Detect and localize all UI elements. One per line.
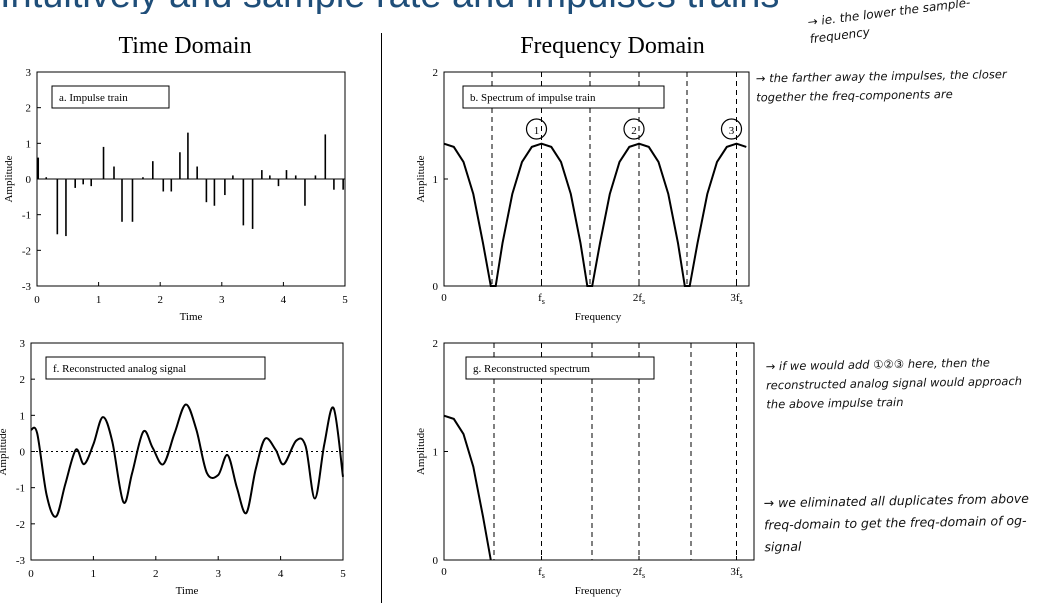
peak-marker-1: 1 [534,125,540,137]
y-tick-label-g-1: 1 [433,447,439,459]
x-tick-label-a-5: 5 [342,294,348,306]
x-tick-label-a-3: 3 [219,294,225,306]
y-tick-label-a-6: 3 [26,67,32,79]
peak-marker-2: 2 [631,125,637,137]
panel-label-a: a. Impulse train [59,92,128,104]
x-tick-label-f-1: 1 [91,568,97,580]
note-farther-impulses: → the farther away the impulses, the clo… [755,67,1007,105]
y-tick-label-f-0: -3 [16,555,26,567]
x-tick-label-b-0: 0 [441,292,447,304]
x-tick-label-a-4: 4 [281,294,287,306]
x-tick-label-g-2: 2fs [633,566,645,580]
peak-marker-circle-2 [623,118,645,140]
y-tick-label-f-3: 0 [20,447,26,459]
x-tick-label-a-0: 0 [34,294,40,306]
panel-label-box-f [45,356,266,380]
frequency-domain-header: Frequency Domain [520,33,705,59]
y-tick-label-f-2: -1 [16,483,25,495]
x-tick-label-b-3: 3fs [730,292,742,306]
y-tick-label-a-5: 2 [26,103,32,115]
x-tick-label-f-0: 0 [28,568,34,580]
y-tick-label-a-1: -2 [22,245,31,257]
y-axis-title-g: Amplitude [415,428,427,475]
time-domain-header: Time Domain [118,33,252,59]
panel-label-f: f. Reconstructed analog signal [53,363,186,375]
y-tick-label-a-3: 0 [26,174,32,186]
spectrum-curve-g [443,414,492,561]
y-tick-label-f-1: -2 [16,519,25,531]
y-tick-label-f-6: 3 [20,338,26,350]
y-axis-title-a: Amplitude [3,155,15,202]
panel-label-g: g. Reconstructed spectrum [473,363,590,375]
x-tick-label-f-2: 2 [153,568,159,580]
y-axis-title-f: Amplitude [0,428,9,475]
x-tick-label-g-0: 0 [441,566,447,578]
y-tick-label-a-0: -3 [22,281,32,293]
panel-label-box-b [462,85,665,109]
y-axis-title-b: Amplitude [415,155,427,202]
y-tick-label-b-2: 2 [433,67,439,79]
x-tick-label-b-1: fs [538,292,545,306]
x-axis-title-g: Frequency [575,585,622,597]
x-tick-label-f-4: 4 [278,568,284,580]
y-tick-label-g-2: 2 [433,338,439,350]
note-if-we-add: → if we would add ①②③ here, then the rec… [765,355,1023,412]
x-tick-label-a-1: 1 [96,294,102,306]
x-tick-label-b-2: 2fs [633,292,645,306]
x-tick-label-g-3: 3fs [730,566,742,580]
x-tick-label-f-3: 3 [215,568,221,580]
y-tick-label-f-4: 1 [20,410,26,422]
x-tick-label-f-5: 5 [340,568,346,580]
x-axis-title-f: Time [176,585,199,597]
y-tick-label-b-1: 1 [433,174,439,186]
panel-label-b: b. Spectrum of impulse train [470,92,596,104]
y-tick-label-b-0: 0 [433,281,439,293]
x-axis-title-a: Time [180,311,203,323]
y-tick-label-f-5: 2 [20,374,26,386]
slide-title: Intuitively and sample rate and impulses… [0,0,820,14]
peak-marker-3: 3 [729,125,735,137]
y-tick-label-a-2: -1 [22,210,31,222]
column-divider [381,33,382,603]
panel-label-box-a [51,85,170,109]
y-tick-label-a-4: 1 [26,138,32,150]
x-tick-label-g-1: fs [538,566,545,580]
spectrum-curve-b [443,142,747,287]
x-axis-title-b: Frequency [575,311,622,323]
peak-marker-circle-1 [525,118,548,140]
note-eliminated-duplicates: → we eliminated all duplicates from abov… [763,490,1030,555]
x-tick-label-a-2: 2 [157,294,163,306]
y-tick-label-g-0: 0 [433,555,439,567]
signal-curve-f [30,403,344,518]
peak-marker-circle-3 [720,118,743,140]
panel-label-box-g [465,356,655,380]
